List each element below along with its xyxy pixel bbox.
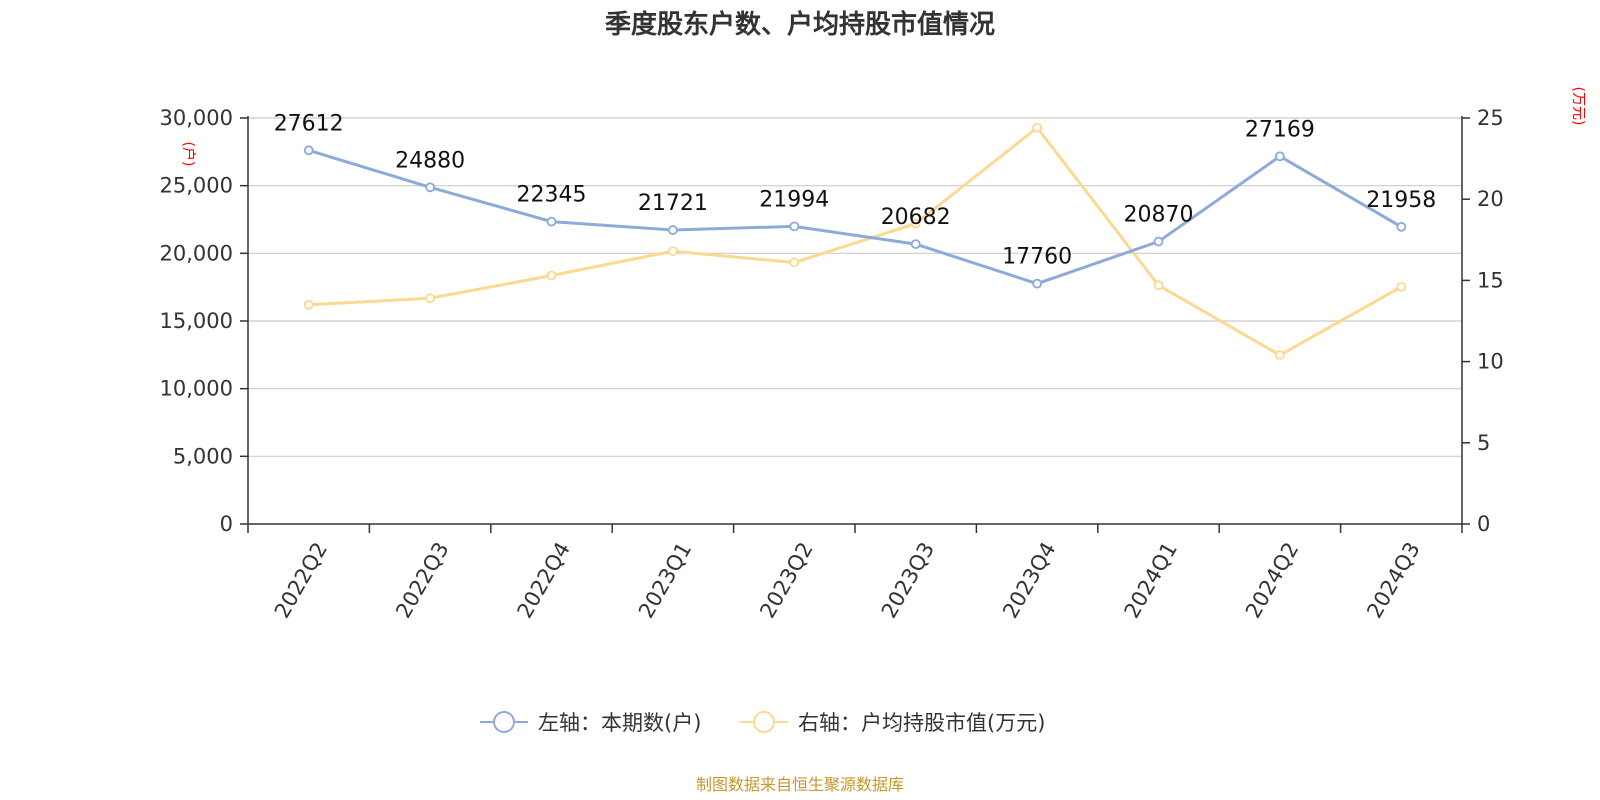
- data-point-left: [668, 225, 678, 235]
- data-point-right: [546, 270, 557, 281]
- x-tick-label: 2023Q3: [877, 538, 939, 622]
- data-point-left: [303, 145, 314, 156]
- data-point-right: [1032, 122, 1042, 133]
- series-line-left: [308, 148, 1403, 286]
- right-tick-label: 25: [1477, 106, 1504, 130]
- data-point-left: [789, 221, 800, 232]
- x-tick-label: 2022Q2: [270, 538, 332, 622]
- grid-lines: [248, 117, 1462, 457]
- x-tick-label: 2023Q1: [634, 538, 696, 622]
- data-label: 20870: [1124, 203, 1194, 228]
- data-label: 27169: [1245, 117, 1315, 142]
- right-tick-label: 20: [1477, 187, 1504, 211]
- x-tick-label: 2023Q2: [755, 538, 817, 622]
- data-point-right: [668, 246, 678, 257]
- data-point-left: [1275, 151, 1285, 162]
- data-label: 22345: [517, 183, 587, 208]
- legend-swatch-marker: [493, 711, 515, 733]
- legend: 左轴：本期数(户) 右轴：户均持股市值(万元): [480, 711, 1045, 735]
- data-label: 27612: [274, 111, 344, 136]
- data-labels: 27612 24880 22345 21721 21994 20682 17760 20870…: [274, 111, 1437, 269]
- data-label: 21721: [638, 191, 708, 216]
- data-point-right: [425, 293, 436, 304]
- data-point-left: [1153, 236, 1164, 247]
- data-point-right: [1153, 280, 1164, 291]
- series-layer: [303, 122, 1407, 361]
- data-label: 21958: [1366, 188, 1436, 213]
- data-label: 21994: [759, 187, 829, 212]
- left-tick-label: 0: [220, 512, 233, 536]
- chart-title: 季度股东户数、户均持股市值情况: [605, 9, 995, 40]
- left-axis-unit: (户): [180, 142, 197, 167]
- left-tick-label: 15,000: [160, 309, 233, 333]
- legend-label: 右轴：户均持股市值(万元): [798, 711, 1045, 735]
- right-tick-label: 10: [1477, 350, 1504, 374]
- right-tick-label: 15: [1477, 268, 1504, 292]
- series-line-right: [308, 126, 1403, 357]
- data-point-right: [1275, 350, 1285, 361]
- left-tick-label: 20,000: [160, 241, 233, 265]
- x-tick-label: 2022Q3: [391, 538, 453, 622]
- x-tick-label: 2022Q4: [513, 538, 575, 622]
- source-footer: 制图数据来自恒生聚源数据库: [696, 775, 904, 794]
- data-point-left: [1032, 278, 1042, 289]
- data-point-right: [303, 299, 314, 310]
- x-tick-label: 2024Q2: [1241, 538, 1303, 622]
- data-point-left: [910, 239, 921, 250]
- data-point-right: [910, 218, 921, 229]
- right-axis-unit: (万元): [1570, 87, 1586, 126]
- left-tick-label: 10,000: [160, 377, 233, 401]
- x-tick-label: 2023Q4: [998, 538, 1060, 622]
- legend-swatch-marker: [753, 711, 775, 733]
- axes: 0 5,000 10,000 15,000 20,000 25,000 30,000 0 5 10…: [160, 106, 1504, 622]
- left-tick-label: 30,000: [160, 106, 233, 130]
- right-tick-label: 0: [1477, 512, 1490, 536]
- x-tick-label: 2024Q3: [1362, 538, 1424, 622]
- data-label: 20682: [881, 205, 951, 230]
- data-point-right: [1396, 281, 1407, 292]
- data-point-left: [546, 216, 557, 227]
- left-tick-label: 25,000: [160, 174, 233, 198]
- data-label: 17760: [1002, 245, 1072, 270]
- data-label: 24880: [395, 148, 465, 173]
- legend-label: 左轴：本期数(户): [538, 711, 701, 735]
- left-tick-label: 5,000: [173, 444, 233, 468]
- right-tick-label: 5: [1477, 431, 1490, 455]
- x-tick-label: 2024Q1: [1120, 538, 1182, 622]
- data-point-right: [789, 257, 800, 268]
- data-point-left: [1396, 221, 1407, 232]
- data-point-left: [425, 182, 436, 193]
